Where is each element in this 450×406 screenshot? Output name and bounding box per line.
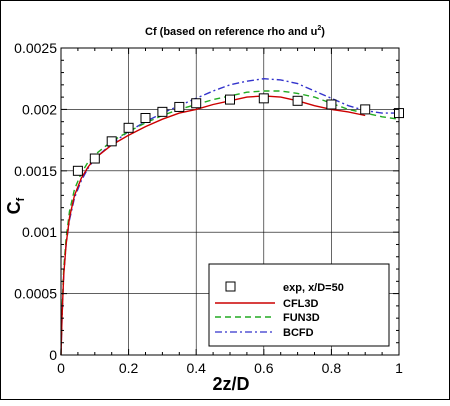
exp-data-point [225, 94, 235, 105]
y-tick-label: 0.0025 [14, 40, 57, 56]
legend-label-cfl3d: CFL3D [283, 298, 319, 310]
x-axis-label: 2z/D [212, 374, 249, 394]
exp-data-point [191, 98, 202, 109]
exp-data-point [292, 95, 303, 106]
tick-layer: 0 0.2 0.4 0.6 0.8 1 0 0.0005 0.001 0.0015 0.002 0.0… [14, 40, 403, 376]
y-tick-label: 0 [49, 347, 57, 363]
y-axis-label: Cf [4, 197, 27, 214]
x-tick-label: 1 [395, 360, 403, 376]
legend-marker-exp [225, 281, 236, 292]
x-tick-label: 0.8 [322, 360, 342, 376]
exp-data-point [72, 165, 83, 176]
exp-data-point [258, 93, 269, 104]
legend-box [208, 263, 390, 347]
y-tick-label: 0.0005 [14, 286, 57, 302]
exp-data-point [123, 122, 134, 133]
exp-data-point [174, 101, 185, 112]
legend-label-bcfd: BCFD [283, 327, 314, 339]
x-tick-label: 0 [57, 360, 65, 376]
y-tick-label: 0.002 [22, 101, 57, 117]
legend-label-fun3d: FUN3D [283, 312, 320, 324]
exp-data-point [106, 136, 117, 147]
x-tick-label: 0.6 [254, 360, 274, 376]
x-tick-label: 0.4 [186, 360, 206, 376]
x-tick-label: 0.2 [119, 360, 139, 376]
exp-data-point [89, 153, 100, 164]
exp-data-point [360, 104, 371, 115]
exp-data-point [140, 112, 151, 123]
exp-data-point [326, 99, 337, 110]
series-layer [60, 77, 404, 356]
chart-title: Cf (based on reference rho and u2) [145, 25, 325, 38]
y-tick-label: 0.001 [22, 224, 57, 240]
exp-data-point [157, 106, 168, 117]
y-tick-label: 0.0015 [14, 163, 57, 179]
legend: exp, x/D=50 CFL3D FUN3D BCFD [208, 263, 390, 347]
legend-label-exp: exp, x/D=50 [283, 282, 344, 294]
